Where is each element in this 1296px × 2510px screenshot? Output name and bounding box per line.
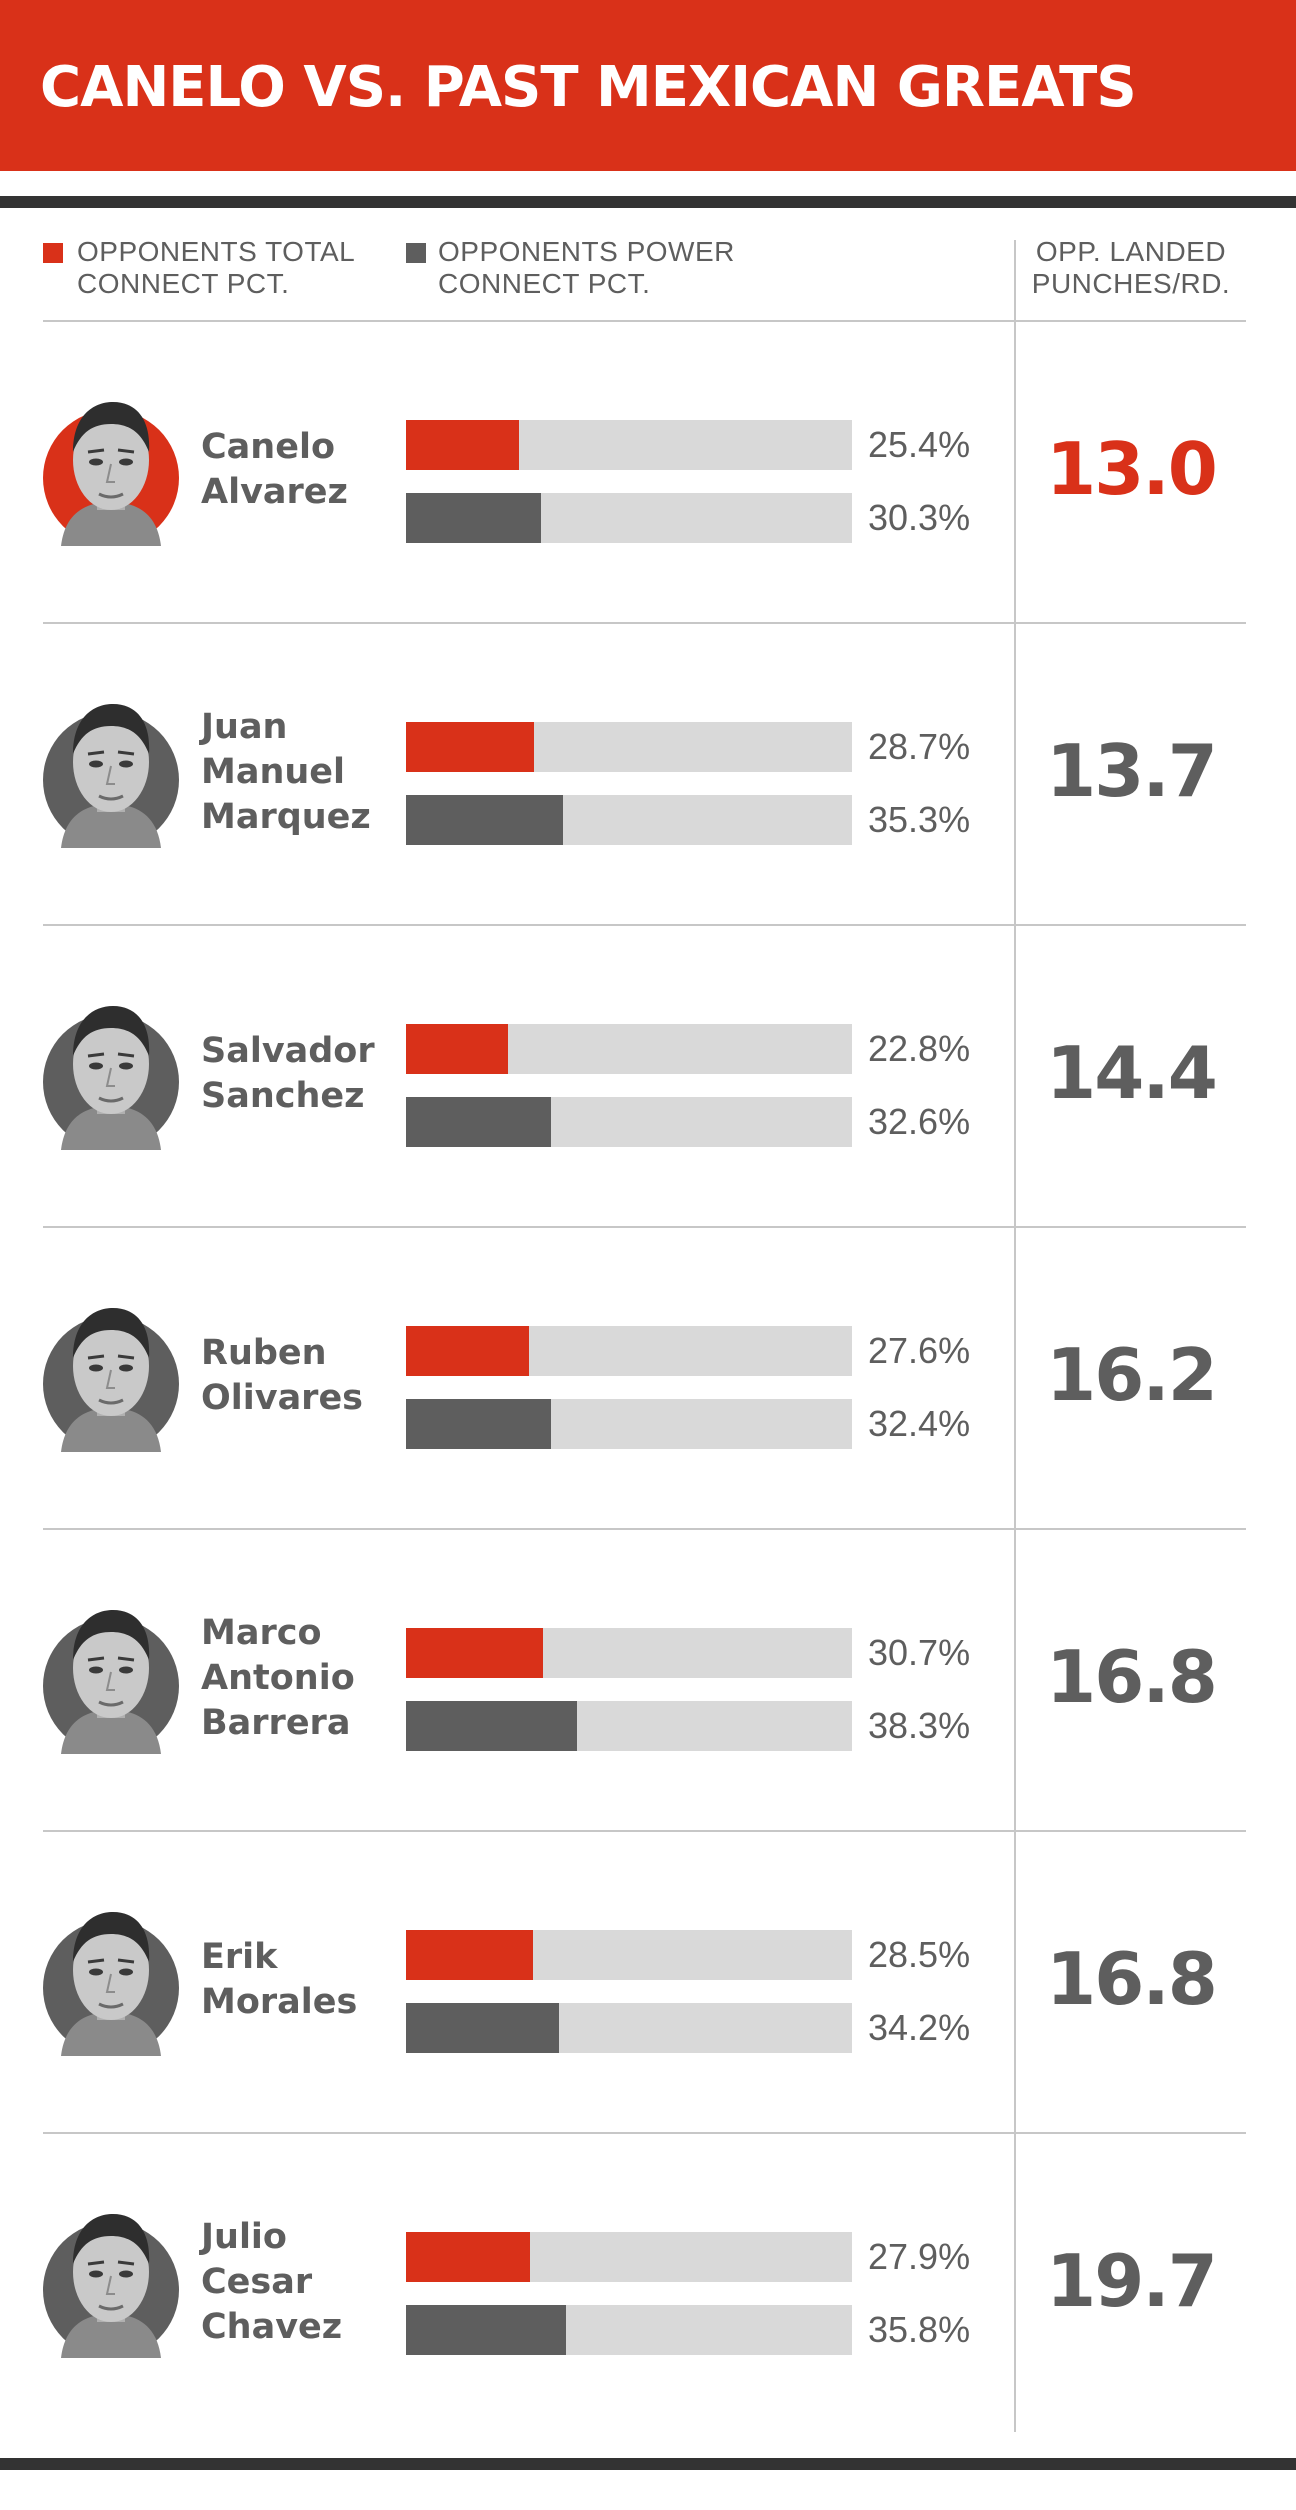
bar-power-connect [406, 2305, 566, 2355]
landed-per-round-value: 13.7 [1046, 729, 1218, 813]
bar-power-connect [406, 1399, 551, 1449]
row-divider [43, 622, 1246, 624]
bottom-rule [0, 2458, 1296, 2470]
legend-swatch-power [406, 243, 426, 263]
row-divider [43, 2132, 1246, 2134]
top-rule [0, 196, 1296, 208]
legend-label-power: OPPONENTS POWER CONNECT PCT. [438, 236, 735, 299]
landed-per-round-value: 16.8 [1046, 1635, 1218, 1719]
table-row: Canelo Alvarez 25.4% 30.3% 13.0 [0, 320, 1296, 622]
bar-total-connect [406, 1326, 530, 1376]
power-connect-label: 32.4% [868, 1403, 971, 1444]
boxer-name: Marco Antonio Barrera [201, 1612, 355, 1743]
legend-label-total: OPPONENTS TOTAL CONNECT PCT. [77, 236, 356, 299]
boxer-name: Salvador Sanchez [201, 1031, 375, 1116]
boxer-name: Juan Manuel Marquez [201, 706, 371, 837]
row-divider [43, 924, 1246, 926]
boxer-name: Julio Cesar Chavez [201, 2216, 343, 2347]
landed-column-header: OPP. LANDED PUNCHES/RD. [1031, 236, 1231, 299]
bar-track-power [406, 493, 852, 543]
total-connect-label: 28.7% [868, 726, 971, 767]
bar-track-power [406, 1701, 852, 1751]
bar-track-power [406, 1097, 852, 1147]
bar-track-total [406, 2232, 852, 2282]
bar-track-power [406, 2003, 852, 2053]
bar-track-power [406, 795, 852, 845]
landed-per-round-value: 16.2 [1046, 1333, 1218, 1417]
power-connect-label: 30.3% [868, 497, 971, 538]
total-connect-label: 25.4% [868, 424, 971, 465]
power-connect-label: 35.3% [868, 799, 971, 840]
bar-track-power [406, 2305, 852, 2355]
bar-track-total [406, 1024, 852, 1074]
row-divider [43, 320, 1246, 322]
boxer-name: Erik Morales [201, 1937, 358, 2022]
table-row: Marco Antonio Barrera 30.7% 38.3% 16.8 [0, 1528, 1296, 1830]
bar-track-total [406, 722, 852, 772]
title-banner: CANELO VS. PAST MEXICAN GREATS [0, 0, 1296, 171]
bar-total-connect [406, 1024, 508, 1074]
total-connect-label: 28.5% [868, 1934, 971, 1975]
row-divider [43, 1830, 1246, 1832]
bar-power-connect [406, 1097, 552, 1147]
bar-power-connect [406, 795, 564, 845]
bar-power-connect [406, 493, 542, 543]
bar-total-connect [406, 1628, 543, 1678]
boxer-portrait-icon [43, 1912, 179, 2056]
total-connect-label: 22.8% [868, 1028, 971, 1069]
total-connect-label: 27.6% [868, 1330, 971, 1371]
row-divider [43, 1528, 1246, 1530]
power-connect-label: 35.8% [868, 2309, 971, 2350]
table-row: Erik Morales 28.5% 34.2% 16.8 [0, 1830, 1296, 2132]
bar-total-connect [406, 1930, 534, 1980]
bar-total-connect [406, 420, 520, 470]
boxer-name: Canelo Alvarez [201, 427, 348, 512]
power-connect-label: 38.3% [868, 1705, 971, 1746]
table-row: Ruben Olivares 27.6% 32.4% 16.2 [0, 1226, 1296, 1528]
chart-title: CANELO VS. PAST MEXICAN GREATS [40, 55, 1137, 120]
column-divider [1014, 240, 1016, 2432]
table-row: Juan Manuel Marquez 28.7% 35.3% 13.7 [0, 622, 1296, 924]
landed-per-round-value: 16.8 [1046, 1937, 1218, 2021]
boxer-portrait-icon [43, 402, 179, 546]
landed-per-round-value: 19.7 [1046, 2239, 1218, 2323]
bar-power-connect [406, 1701, 577, 1751]
table-row: Julio Cesar Chavez 27.9% 35.8% 19.7 [0, 2132, 1296, 2434]
boxer-portrait-icon [43, 1308, 179, 1452]
table-row: Salvador Sanchez 22.8% 32.6% 14.4 [0, 924, 1296, 1226]
row-divider [43, 1226, 1246, 1228]
boxer-portrait-icon [43, 704, 179, 848]
total-connect-label: 30.7% [868, 1632, 971, 1673]
boxer-portrait-icon [43, 1006, 179, 1150]
bar-track-total [406, 1628, 852, 1678]
bar-total-connect [406, 2232, 531, 2282]
bar-track-power [406, 1399, 852, 1449]
boxer-portrait-icon [43, 1610, 179, 1754]
total-connect-label: 27.9% [868, 2236, 971, 2277]
legend-swatch-total [43, 243, 63, 263]
bar-total-connect [406, 722, 534, 772]
bar-track-total [406, 1326, 852, 1376]
landed-per-round-value: 13.0 [1046, 427, 1218, 511]
bar-power-connect [406, 2003, 559, 2053]
power-connect-label: 32.6% [868, 1101, 971, 1142]
bar-track-total [406, 1930, 852, 1980]
boxer-portrait-icon [43, 2214, 179, 2358]
bar-track-total [406, 420, 852, 470]
landed-per-round-value: 14.4 [1046, 1031, 1218, 1115]
boxer-name: Ruben Olivares [201, 1333, 364, 1418]
power-connect-label: 34.2% [868, 2007, 971, 2048]
